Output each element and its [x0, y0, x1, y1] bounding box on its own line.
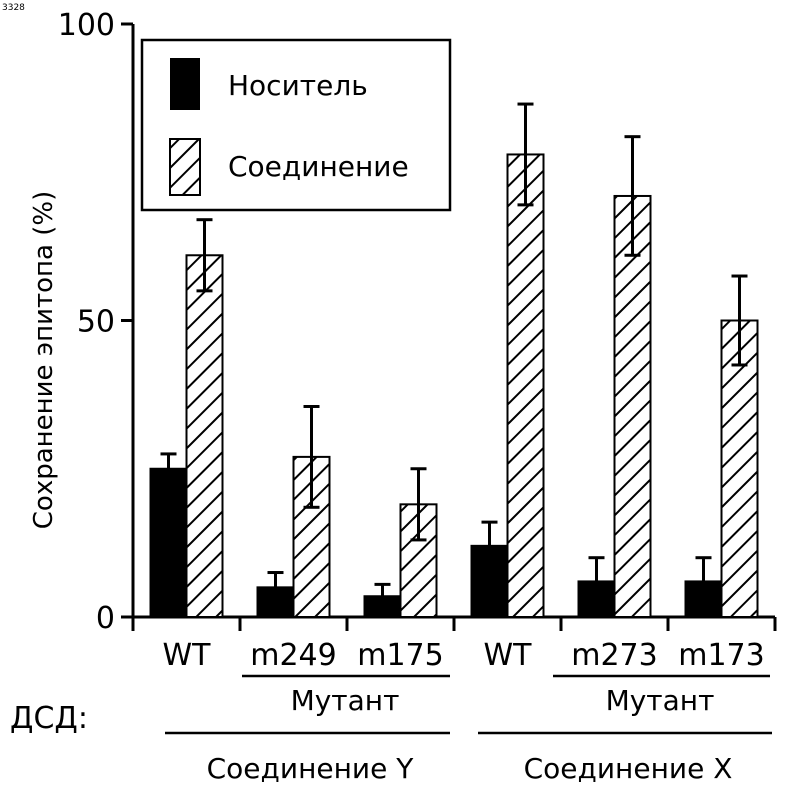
x-tick-label: m273 [571, 638, 657, 673]
y-tick-label: 0 [96, 601, 115, 636]
x-tick-label: WT [484, 638, 533, 673]
compound-label-x: Соединение X [524, 752, 733, 785]
legend-label-compound: Соединение [228, 150, 409, 183]
legend-swatch-carrier [170, 58, 200, 110]
x-tick-label: WT [163, 638, 212, 673]
bar-compound [615, 196, 651, 617]
y-tick-label: 100 [58, 8, 115, 43]
x-tick-label: m249 [250, 638, 336, 673]
bar-compound [187, 255, 223, 617]
legend-swatch-compound [170, 139, 200, 195]
y-tick-label: 50 [77, 305, 115, 340]
watermark-text: 3328 [2, 3, 25, 13]
compound-label-y: Соединение Y [207, 752, 415, 785]
x-tick-label: m175 [357, 638, 443, 673]
bar-compound [508, 154, 544, 617]
x-tick-label: m173 [678, 638, 764, 673]
row-label: ДСД: [10, 701, 88, 736]
legend-label-carrier: Носитель [228, 69, 368, 102]
mutant-label-x: Мутант [606, 684, 715, 717]
y-axis-label: Сохранение эпитопа (%) [29, 191, 59, 529]
bar-carrier [151, 469, 187, 617]
legend: Носитель Соединение [142, 40, 450, 210]
mutant-label-y: Мутант [291, 684, 400, 717]
